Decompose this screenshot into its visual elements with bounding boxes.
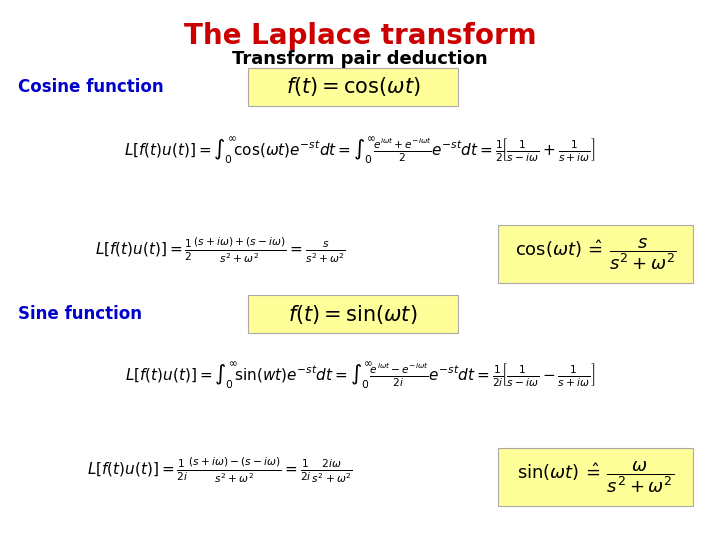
Text: Sine function: Sine function [18, 305, 142, 323]
Text: $\sin(\omega t)\,\hat{=}\,\dfrac{\omega}{s^2+\omega^2}$: $\sin(\omega t)\,\hat{=}\,\dfrac{\omega}… [518, 459, 675, 495]
Text: Transform pair deduction: Transform pair deduction [232, 50, 488, 68]
Text: $L[f(t)u(t)]=\frac{1}{2i}\frac{(s+i\omega)-(s-i\omega)}{s^2+\omega^2}=\frac{1}{2: $L[f(t)u(t)]=\frac{1}{2i}\frac{(s+i\omeg… [87, 455, 353, 484]
Text: The Laplace transform: The Laplace transform [184, 22, 536, 50]
Text: $L[f(t)u(t)]=\int_0^{\infty}\!\sin(wt)e^{-st}dt=\int_0^{\infty}\!\frac{e^{i\omeg: $L[f(t)u(t)]=\int_0^{\infty}\!\sin(wt)e^… [125, 360, 595, 392]
FancyBboxPatch shape [498, 448, 693, 506]
FancyBboxPatch shape [248, 68, 458, 106]
FancyBboxPatch shape [498, 225, 693, 283]
Text: Cosine function: Cosine function [18, 78, 163, 96]
Text: $L[f(t)u(t)]=\int_0^{\infty}\!\cos(\omega t)e^{-st}dt=\int_0^{\infty}\!\frac{e^{: $L[f(t)u(t)]=\int_0^{\infty}\!\cos(\omeg… [124, 135, 596, 167]
Text: $f(t) = \sin(\omega t)$: $f(t) = \sin(\omega t)$ [288, 302, 418, 326]
Text: $\cos(\omega t)\,\hat{=}\,\dfrac{s}{s^2+\omega^2}$: $\cos(\omega t)\,\hat{=}\,\dfrac{s}{s^2+… [516, 236, 677, 272]
Text: $L[f(t)u(t)]=\frac{1}{2}\frac{(s+i\omega)+(s-i\omega)}{s^2+\omega^2}=\frac{s}{s^: $L[f(t)u(t)]=\frac{1}{2}\frac{(s+i\omega… [94, 235, 346, 265]
FancyBboxPatch shape [248, 295, 458, 333]
Text: $f(t) = \cos(\omega t)$: $f(t) = \cos(\omega t)$ [286, 76, 420, 98]
